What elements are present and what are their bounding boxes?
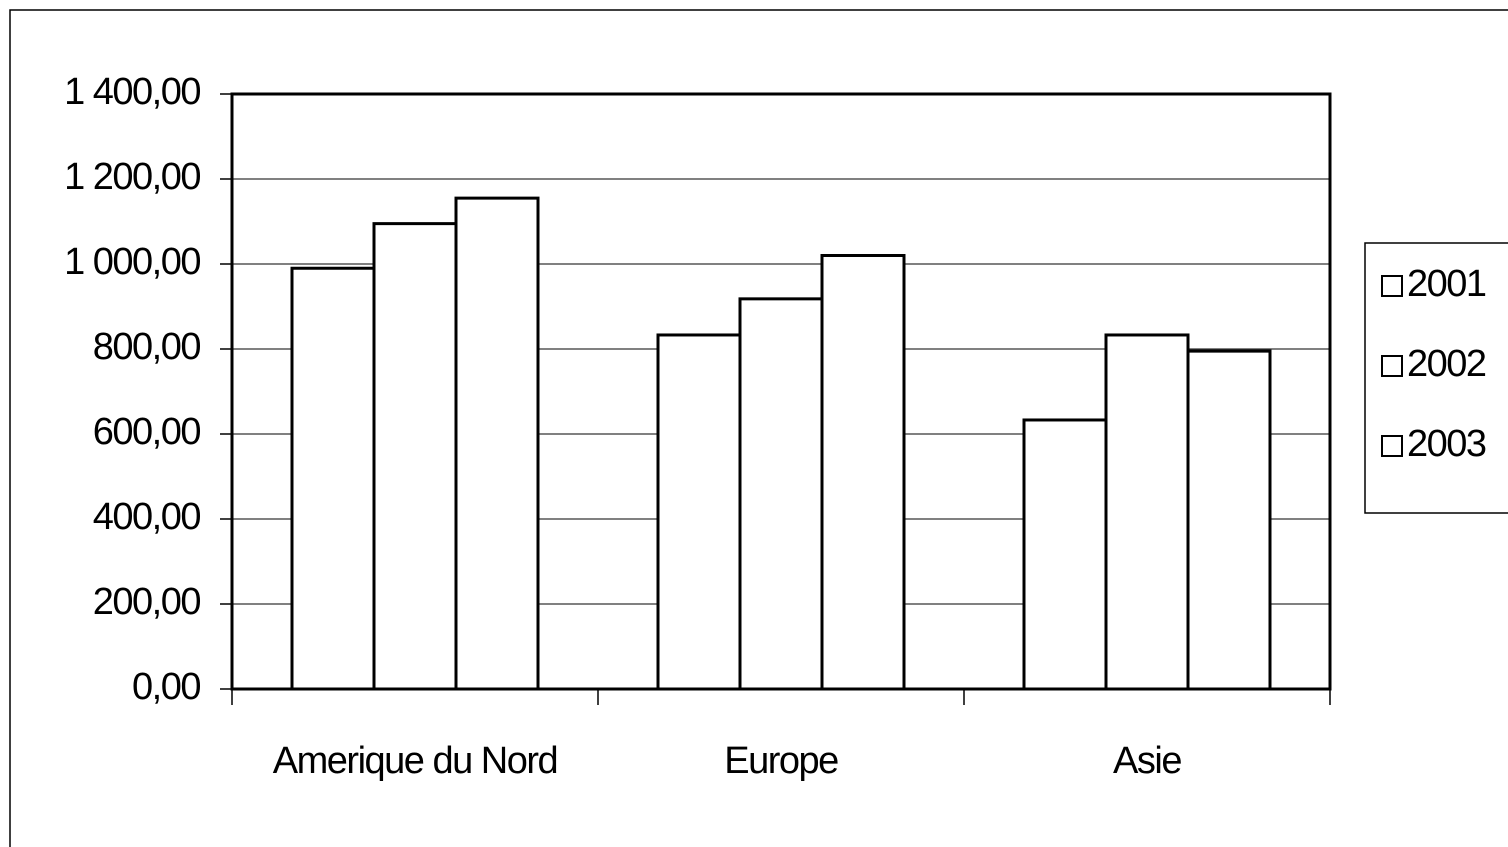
legend-swatch	[1381, 355, 1403, 377]
x-tick-label: Amerique du Nord	[273, 740, 557, 782]
bar	[656, 333, 742, 691]
x-tick-label: Europe	[724, 740, 838, 782]
y-tick-label: 0,00	[132, 666, 200, 708]
legend-label: 2003	[1407, 423, 1486, 465]
bar	[1022, 418, 1108, 691]
bar	[820, 254, 906, 691]
bar	[372, 222, 458, 691]
bar	[290, 266, 376, 691]
x-tick-label: Asie	[1113, 740, 1181, 782]
legend-label: 2002	[1407, 343, 1486, 385]
y-tick-label: 1 200,00	[64, 156, 200, 198]
bar	[1186, 349, 1272, 691]
y-tick-label: 600,00	[93, 411, 201, 453]
y-tick-label: 1 000,00	[64, 241, 200, 283]
legend-swatch	[1381, 275, 1403, 297]
bar	[454, 196, 540, 691]
legend-label: 2001	[1407, 263, 1486, 305]
y-tick-label: 200,00	[93, 581, 201, 623]
y-tick-label: 800,00	[93, 326, 201, 368]
bar	[738, 297, 824, 691]
legend-swatch	[1381, 435, 1403, 457]
bar	[1104, 333, 1190, 691]
chart-border	[9, 9, 1508, 847]
y-tick-label: 1 400,00	[64, 71, 200, 113]
y-tick-label: 400,00	[93, 496, 201, 538]
